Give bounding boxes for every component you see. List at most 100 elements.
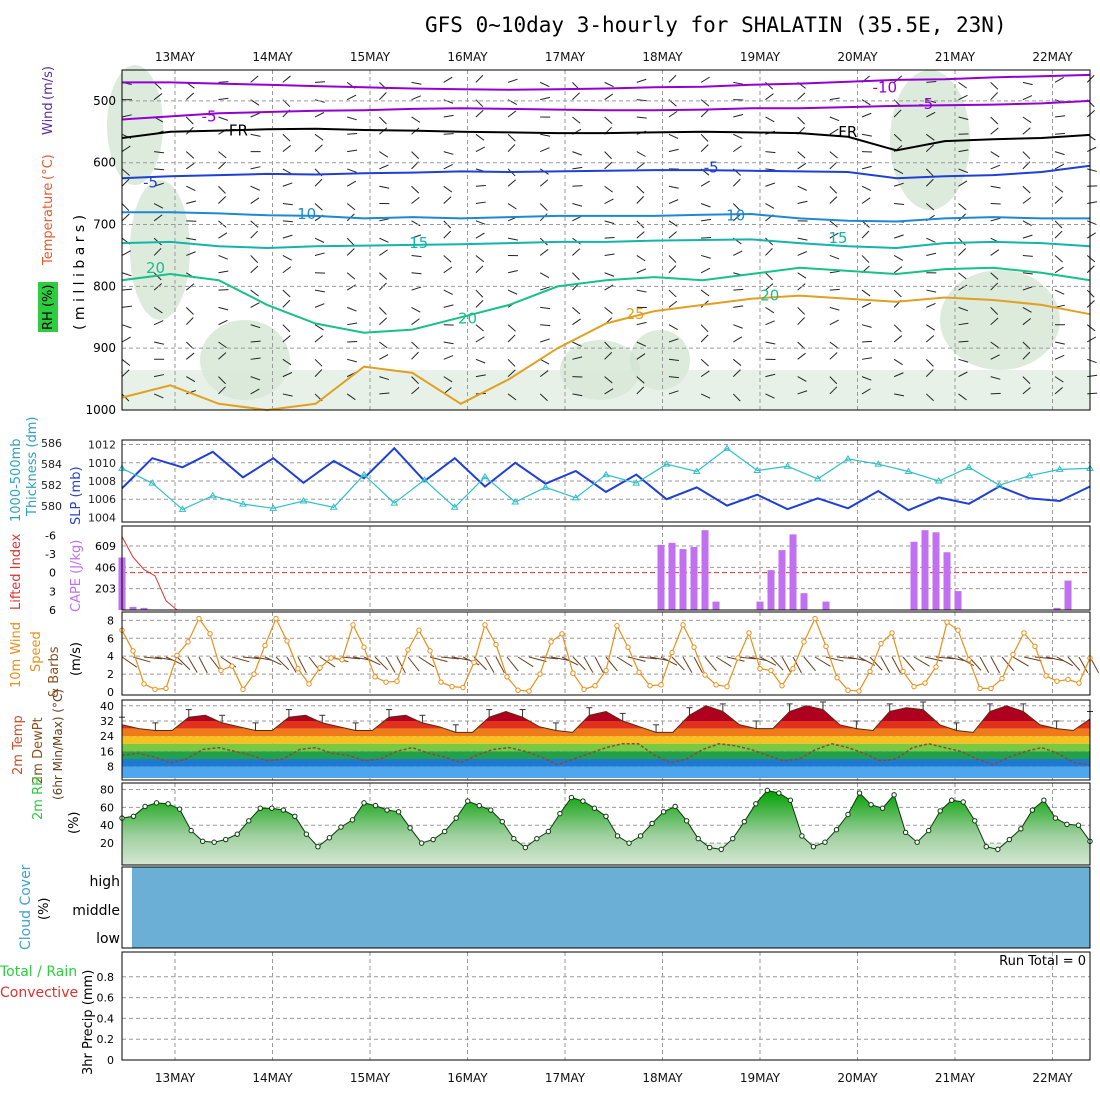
wind-barb (153, 306, 163, 314)
wind-barb (925, 144, 935, 152)
wind-barb (185, 307, 194, 315)
wind-barb (539, 272, 550, 279)
wind-barb (990, 341, 1000, 349)
wind-barb (475, 201, 486, 205)
wind-barb (121, 178, 130, 187)
wind-barb (572, 341, 582, 347)
wind10-barb (385, 656, 396, 673)
wind-barb (636, 196, 645, 204)
wind-barb (861, 340, 872, 343)
thickness-point (753, 466, 762, 473)
thickness-point (299, 497, 308, 504)
wind10-barb (539, 656, 558, 660)
wind-barb (507, 203, 517, 210)
wind-barb (443, 355, 454, 360)
wind10-barb (407, 656, 420, 672)
wind10-point (790, 666, 796, 672)
wind-barb (958, 81, 967, 89)
wind-barb (1086, 336, 1097, 343)
wind10-point (603, 667, 609, 674)
wind-barb (572, 151, 582, 156)
rh-frame (121, 782, 1091, 866)
wind-barb (861, 255, 870, 263)
temp-axis-label: 2m Temp (11, 715, 26, 775)
date-tick-top: 16MAY (447, 50, 488, 64)
isotherm-contour (121, 238, 1091, 250)
temp-band (122, 721, 1090, 729)
wind-barb (121, 213, 130, 222)
wind-barb (668, 376, 679, 379)
rh-tick: 40 (100, 819, 114, 832)
lifted-tick: -6 (45, 529, 56, 542)
wind-barb (1022, 81, 1033, 86)
rh-point (453, 815, 459, 821)
wind-barb (636, 185, 645, 194)
wind-barb (958, 393, 967, 401)
wind-barb (379, 185, 390, 189)
date-tick-bottom: 17MAY (545, 1071, 586, 1085)
wind10-barb (506, 656, 519, 672)
wind-barb (701, 236, 712, 239)
wind-barb (668, 148, 679, 153)
wind-barb (1086, 255, 1096, 263)
wind10-point (922, 680, 928, 686)
wind-barb (443, 185, 453, 193)
wind-barb (314, 303, 325, 308)
wind-barb (732, 145, 742, 153)
wind-barb (797, 151, 806, 159)
wind10-point (614, 623, 620, 629)
wind-barb (990, 217, 1001, 222)
date-tick-top: 19MAY (740, 50, 781, 64)
wind10-barb (242, 656, 261, 660)
wind-barb (1086, 146, 1097, 153)
wind-barb (732, 213, 742, 222)
upper-air-frame (121, 69, 1091, 411)
wind-barb (1086, 74, 1095, 83)
wind-barb (379, 249, 388, 256)
slp-tick: 1006 (88, 493, 116, 506)
wind-barb (443, 163, 453, 170)
wind-barb (1086, 300, 1095, 308)
wind-barb (797, 376, 807, 382)
wind-barb (282, 168, 292, 175)
wind-barb (636, 231, 645, 239)
wind-barb (765, 93, 774, 101)
wind-barb (925, 168, 934, 177)
wind10-point (251, 671, 257, 677)
wind-barb (379, 116, 387, 125)
wind10-point (944, 619, 950, 625)
wind-barb (925, 358, 934, 367)
wind10-point (735, 655, 741, 661)
wind10-frame (121, 611, 1091, 696)
wind-barb (218, 232, 228, 239)
wind10-point (262, 642, 268, 649)
rh-point (557, 810, 563, 817)
rh-point (361, 800, 367, 806)
wind10-barb (374, 656, 389, 671)
rh-point (430, 836, 436, 843)
wind-barb (218, 220, 227, 228)
wind-barb (250, 99, 260, 106)
wind-barb (443, 341, 454, 345)
rh-point (937, 808, 943, 814)
slp-frame (121, 439, 1091, 523)
rh-point (902, 829, 909, 836)
cape-bar (910, 541, 918, 610)
wind-barb (797, 162, 807, 170)
thickness-point (662, 460, 671, 467)
wind-barb (958, 180, 968, 187)
date-tick-bottom: 22MAY (1032, 1071, 1073, 1085)
wind-barb (572, 166, 583, 170)
thickness-point (541, 483, 550, 490)
contour-label: -5 (202, 107, 217, 125)
wind-barb (733, 288, 744, 291)
wind-barb (250, 340, 261, 343)
wind-barb (475, 220, 486, 225)
date-tick-bottom: 19MAY (740, 1071, 781, 1085)
wind-barb (282, 203, 293, 206)
wind-barb (572, 272, 580, 281)
stability-frame (121, 525, 1091, 611)
wind-barb (668, 300, 678, 308)
wind-barb (829, 220, 838, 228)
wind-barb (861, 230, 870, 239)
